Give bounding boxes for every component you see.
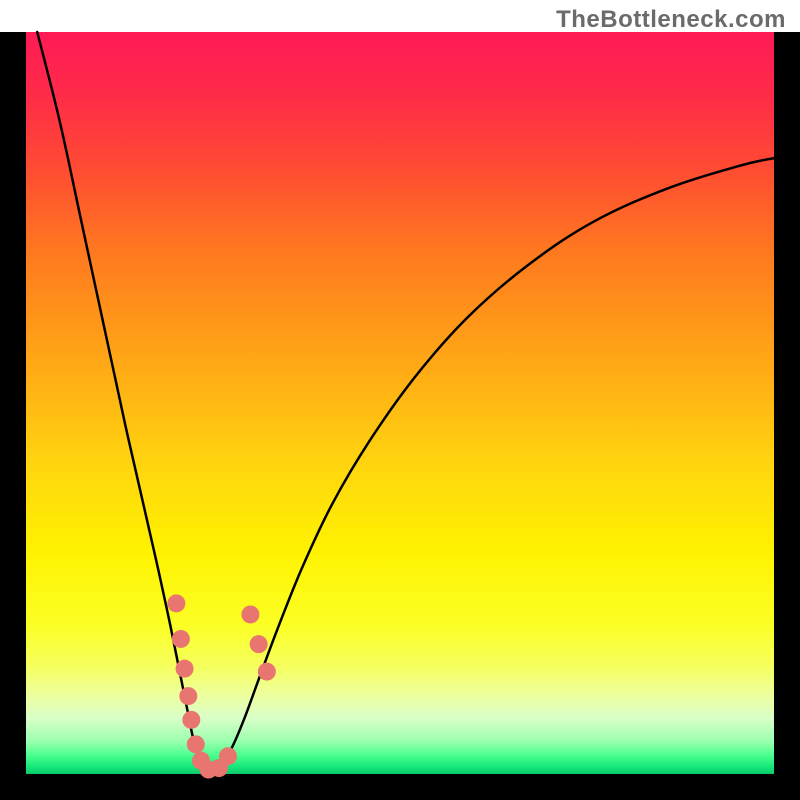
watermark-text: TheBottleneck.com <box>556 6 786 34</box>
curve-marker <box>167 594 185 612</box>
curve-marker <box>250 635 268 653</box>
curve-marker <box>179 687 197 705</box>
curve-marker <box>182 711 200 729</box>
curve-marker <box>176 660 194 678</box>
curve-marker <box>172 630 190 648</box>
curve-marker <box>258 663 276 681</box>
curve-marker <box>219 747 237 765</box>
chart-container: TheBottleneck.com <box>0 0 800 800</box>
curve-marker <box>187 735 205 753</box>
bottleneck-chart <box>0 0 800 800</box>
gradient-background <box>26 32 774 774</box>
curve-marker <box>241 605 259 623</box>
